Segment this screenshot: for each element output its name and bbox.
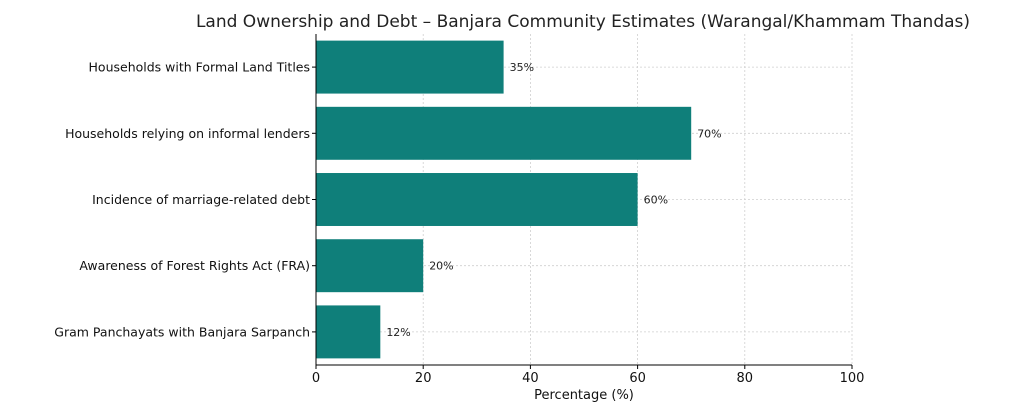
data-label: 70% [697,127,721,140]
data-label: 20% [429,260,453,273]
x-tick-label: 60 [629,371,646,386]
bars [316,40,692,359]
category-label: Gram Panchayats with Banjara Sarpanch [54,324,310,339]
data-label: 60% [644,194,668,207]
bar [316,40,504,94]
x-axis-label: Percentage (%) [534,388,634,402]
chart-title: Land Ownership and Debt – Banjara Commun… [196,12,970,32]
x-tick-label: 40 [522,371,539,386]
data-labels: 35% 70% 60% 20% 12% [386,61,721,339]
data-label: 12% [386,326,410,339]
x-tick-label: 100 [840,371,865,386]
category-label: Households relying on informal lenders [65,126,310,141]
bar [316,106,692,160]
bar [316,173,638,226]
category-label: Awareness of Forest Rights Act (FRA) [79,258,310,273]
category-label: Incidence of marriage-related debt [92,192,310,207]
category-label: Households with Formal Land Titles [89,60,310,75]
data-label: 35% [510,61,534,74]
bar [316,305,381,359]
x-tick-label: 20 [415,371,432,386]
x-tick-label: 0 [312,371,320,386]
x-tick-label: 80 [737,371,754,386]
bar [316,239,424,293]
x-ticks: 0 20 40 60 80 100 [312,365,865,386]
category-labels: Households with Formal Land Titles Househ… [54,60,316,339]
